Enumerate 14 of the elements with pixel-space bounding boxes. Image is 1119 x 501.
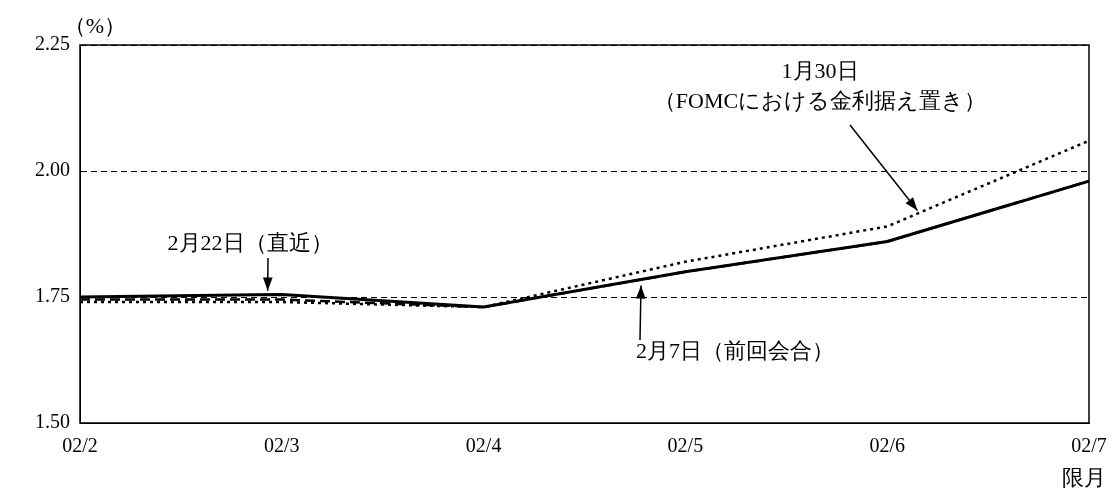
x-tick-label: 02/3 <box>264 434 300 457</box>
y-tick-label: 2.00 <box>35 158 70 181</box>
x-tick-label: 02/5 <box>667 434 704 457</box>
series-label: 2月22日（直近） <box>167 230 333 255</box>
x-tick-label: 02/4 <box>465 434 502 457</box>
x-tick-label: 02/2 <box>62 434 98 457</box>
x-axis-title: 限月 <box>1062 465 1106 490</box>
x-tick-label: 02/6 <box>869 434 905 457</box>
x-tick-label: 02/7 <box>1071 434 1107 457</box>
y-tick-label: 2.25 <box>35 32 70 55</box>
y-tick-label: 1.50 <box>35 410 70 433</box>
text: 2月7日（前回会合） <box>636 338 834 363</box>
text: 1月30日（FOMCにおける金利据え置き） <box>653 58 987 113</box>
y-tick-label: 1.75 <box>35 284 70 307</box>
